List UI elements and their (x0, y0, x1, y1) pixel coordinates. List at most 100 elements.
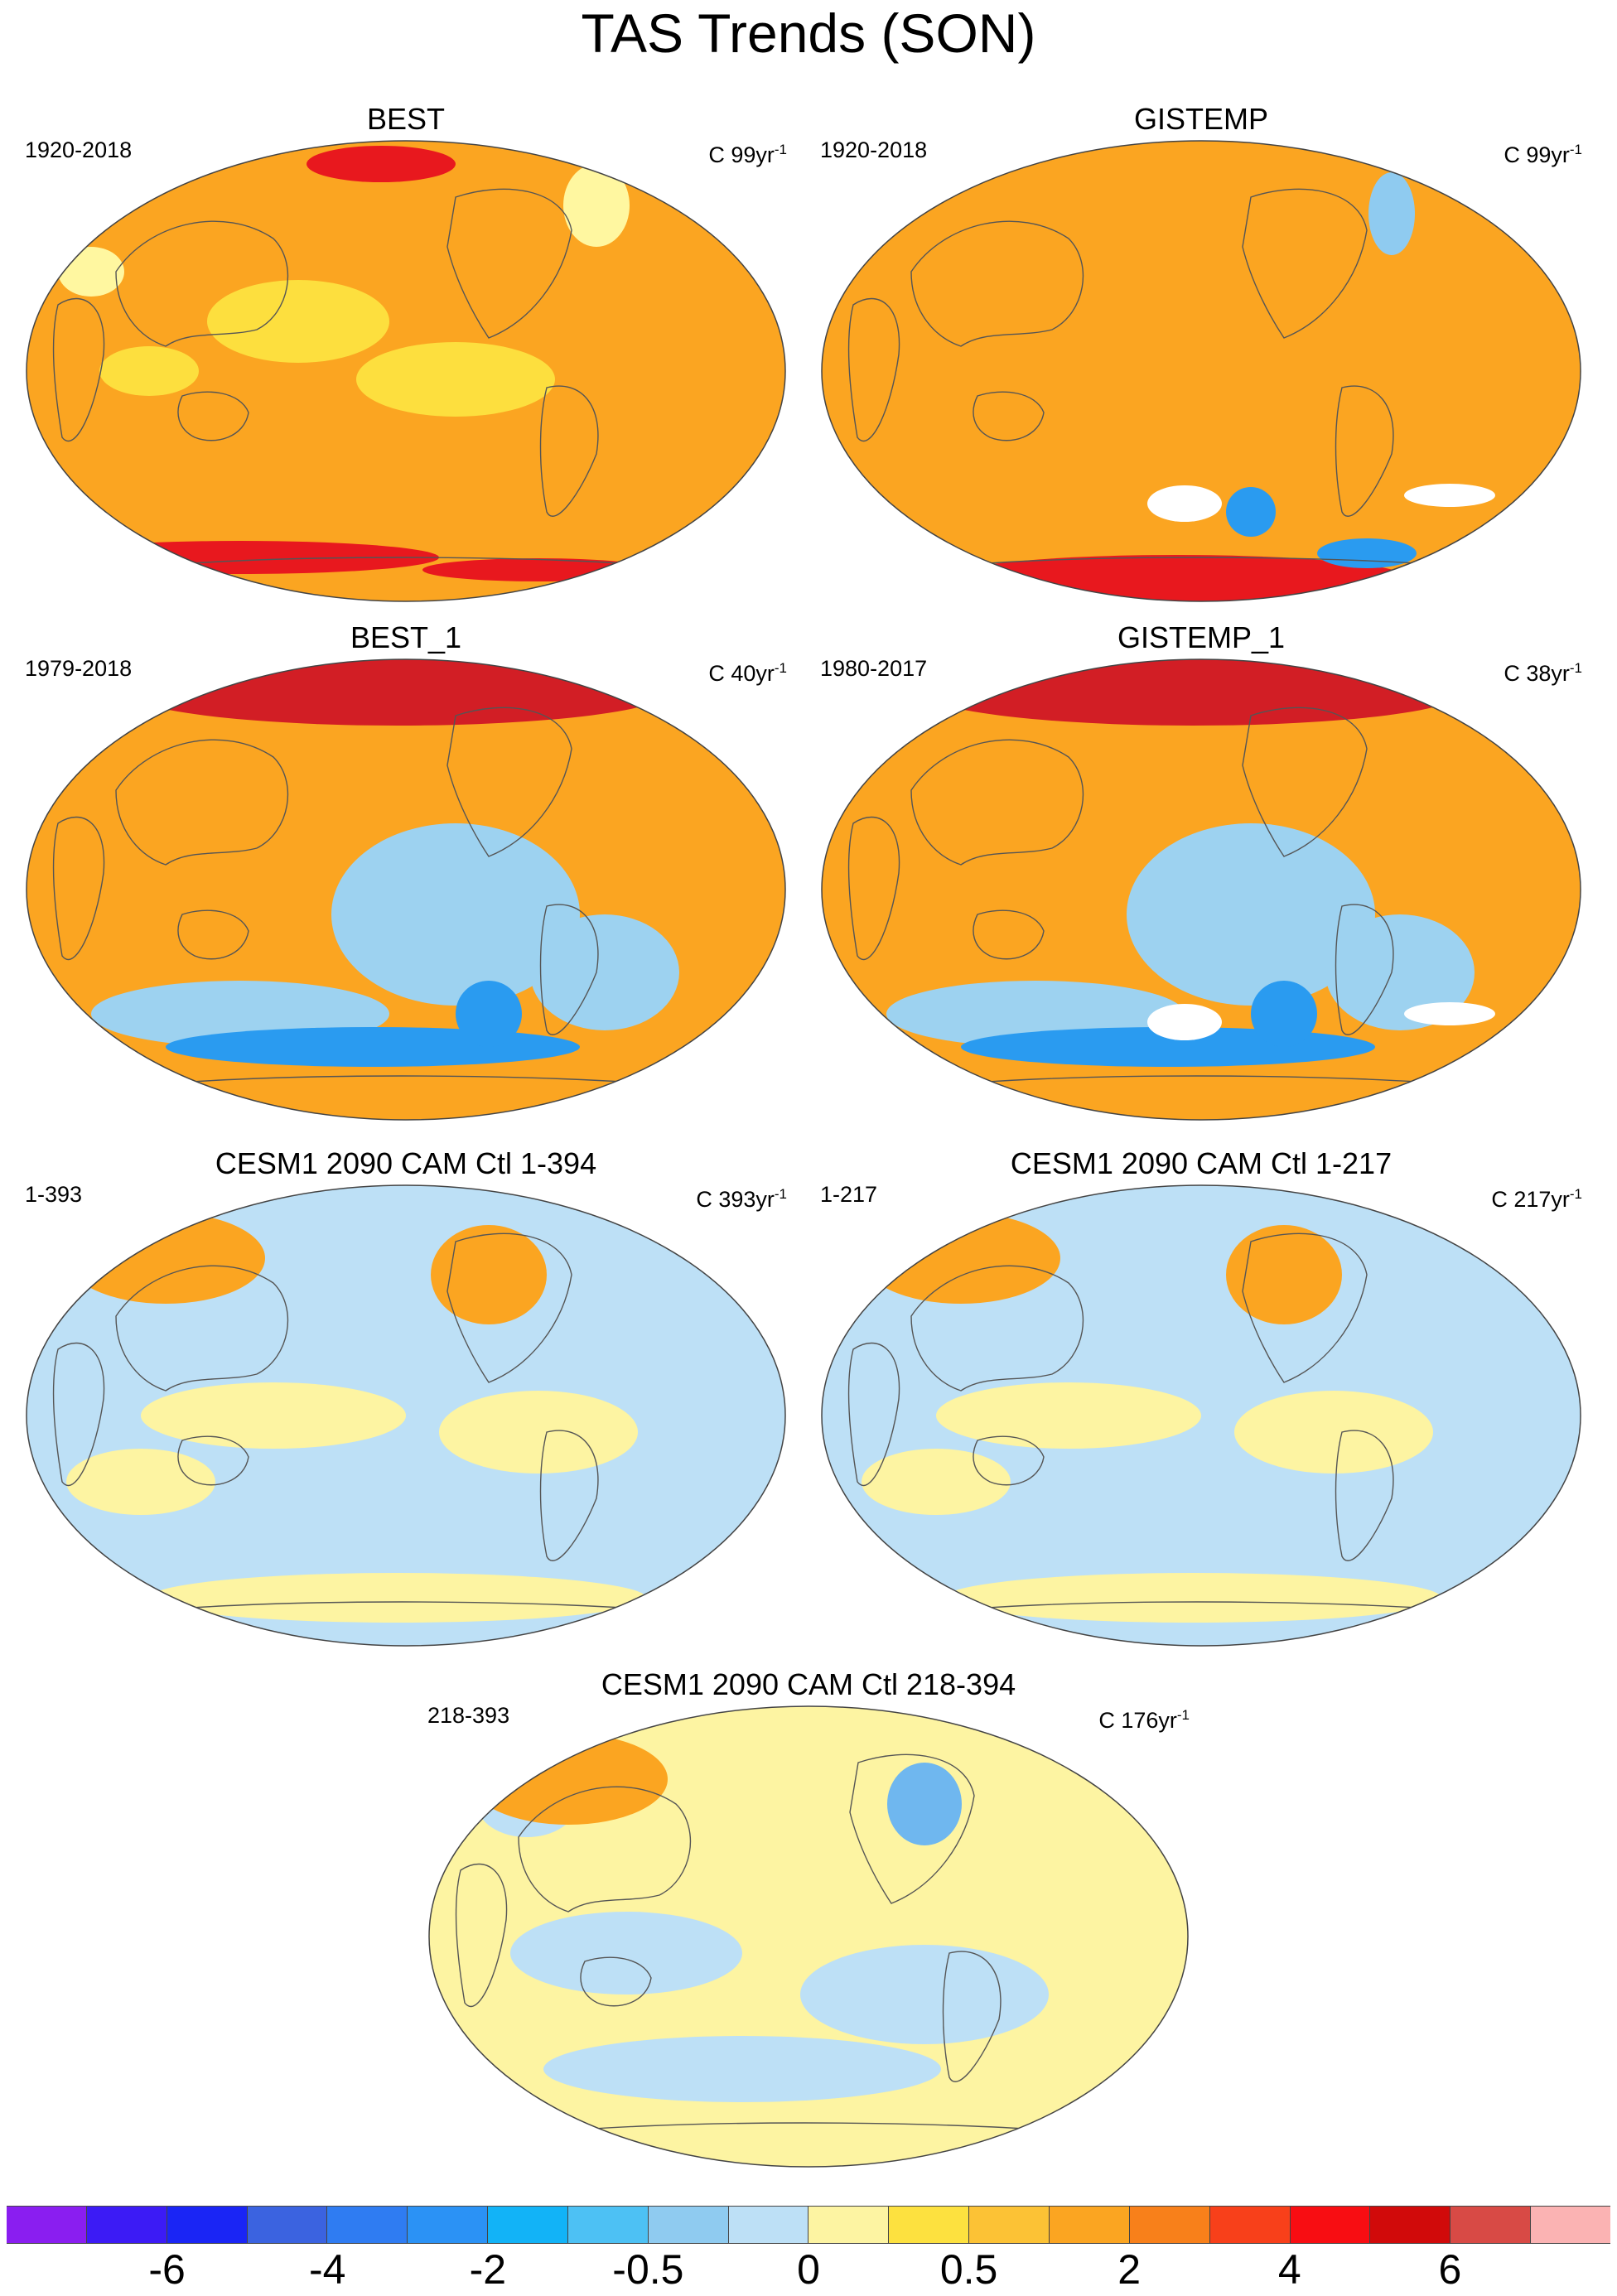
colorbar-tick-label: -0.5 (612, 2246, 684, 2293)
map-field (27, 1185, 785, 1646)
southern-ocean-cooling (1251, 981, 1317, 1047)
coastline (847, 816, 900, 961)
coastline (1242, 1232, 1368, 1383)
map-field (429, 1706, 1188, 2167)
neutral-cool (543, 2036, 941, 2102)
map-field (822, 1185, 1581, 1646)
north-america-warm (431, 1225, 547, 1324)
tropical-pacific-yellow (356, 342, 555, 417)
colorbar-box (1049, 2207, 1130, 2243)
map-outline (821, 1184, 1581, 1647)
coastline (446, 1232, 572, 1383)
world-map (428, 1705, 1189, 2168)
colorbar-box (1531, 2207, 1610, 2243)
coastline (973, 909, 1045, 960)
coastline (115, 739, 289, 866)
colorbar-box (889, 2207, 970, 2243)
world-map (26, 1184, 786, 1647)
coastline (455, 1863, 508, 2008)
arctic-amplification (920, 659, 1466, 726)
map-panel-cesm1-218-394: CESM1 2090 CAM Ctl 218-394 218-393 C 176yr… (427, 1668, 1190, 2182)
panel-units: C 40yr-1 (708, 660, 787, 686)
neutral-cool (800, 1945, 1049, 2044)
world-map (821, 658, 1581, 1121)
coastline (910, 220, 1084, 347)
map-panel-cesm1-1-217: CESM1 2090 CAM Ctl 1-217 1-217 C 217yr-1 (820, 1147, 1582, 1661)
panel-units: C 99yr-1 (1504, 142, 1582, 167)
map-panel-gistemp-1: GISTEMP_1 1980-2017 C 38yr-1 (820, 621, 1582, 1135)
colorbar (7, 2206, 1610, 2244)
tropical-pacific-yellow (207, 280, 389, 363)
world-map (26, 658, 786, 1121)
colorbar-box (167, 2207, 248, 2243)
colorbar-box (1370, 2207, 1451, 2243)
north-atlantic-pale (58, 247, 124, 297)
panel-title: BEST (366, 102, 446, 136)
panel-period: 1979-2018 (25, 656, 133, 681)
east-pacific-cooling (331, 823, 580, 1006)
coastline (847, 1342, 900, 1487)
map-field (822, 141, 1581, 601)
coastline (52, 1342, 105, 1487)
southern-ocean-cooling (166, 1027, 580, 1067)
colorbar-box (408, 2207, 489, 2243)
coastline (973, 1435, 1045, 1486)
figure-title: TAS Trends (SON) (581, 2, 1036, 64)
eurasia-warm (66, 1213, 265, 1304)
colorbar-box (86, 2207, 167, 2243)
coastline (942, 1951, 1002, 2082)
panel-units: C 176yr-1 (1098, 1707, 1190, 1733)
colorbar-tick-label: -2 (469, 2246, 507, 2293)
coastline (1242, 188, 1368, 339)
coastline (1335, 904, 1394, 1035)
coastline (177, 909, 249, 960)
map-outline (821, 658, 1581, 1121)
missing-data (1404, 484, 1495, 507)
coastline (518, 1786, 692, 1913)
weddell-blue (1317, 538, 1417, 568)
colorbar-tick-label: 6 (1438, 2246, 1462, 2293)
map-outline (26, 1184, 786, 1647)
colorbar-box (488, 2207, 568, 2243)
missing-data (1147, 485, 1222, 522)
colorbar-tick-label: -6 (148, 2246, 186, 2293)
world-map (821, 1184, 1581, 1647)
map-panel-gistemp: GISTEMP 1920-2018 C 99yr-1 (820, 103, 1582, 616)
panel-period: 1-217 (820, 1182, 878, 1207)
southern-ocean-cooling (456, 981, 522, 1047)
panel-title: CESM1 2090 CAM Ctl 1-217 (1010, 1146, 1393, 1180)
colorbar-box (567, 2207, 649, 2243)
panel-period: 1920-2018 (820, 137, 928, 162)
panel-period: 1980-2017 (820, 656, 928, 681)
coastline (1335, 1430, 1394, 1561)
colorbar-box (808, 2207, 890, 2243)
map-panel-best-1: BEST_1 1979-2018 C 40yr-1 (25, 621, 787, 1135)
neutral-warm (439, 1391, 638, 1474)
map-field (27, 141, 785, 601)
map-panel-best: BEST 1920-2018 C 99yr-1 (25, 103, 787, 616)
coastline (52, 297, 105, 442)
map-field (27, 659, 785, 1120)
neutral-cool (510, 1912, 742, 1995)
map-outline (821, 140, 1581, 602)
north-america-cool (887, 1763, 962, 1845)
world-map (26, 140, 786, 602)
colorbar-tick-label: 0.5 (939, 2246, 998, 2293)
colorbar-tick-label: 0 (797, 2246, 820, 2293)
north-america-warm (1226, 1225, 1342, 1324)
tropical-pacific-yellow (99, 346, 199, 396)
colorbar-box (327, 2207, 408, 2243)
panel-title: CESM1 2090 CAM Ctl 218-394 (601, 1667, 1016, 1701)
map-base-field (822, 141, 1581, 601)
east-pacific-cooling (530, 914, 679, 1030)
weddell-blue (1226, 487, 1276, 537)
colorbar-box (648, 2207, 729, 2243)
coastline (446, 188, 572, 339)
coastline (177, 391, 249, 441)
panel-units: C 393yr-1 (696, 1186, 787, 1212)
neutral-warm (149, 1573, 646, 1623)
coastline (539, 385, 599, 517)
panel-period: 218-393 (427, 1703, 510, 1728)
panel-title: GISTEMP_1 (1117, 620, 1286, 654)
missing-data (1147, 1004, 1222, 1040)
